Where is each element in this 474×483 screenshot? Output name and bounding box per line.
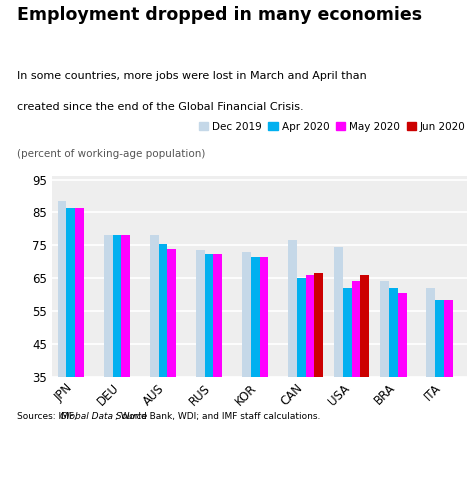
Bar bbox=[444, 299, 453, 377]
Legend: Dec 2019, Apr 2020, May 2020, Jun 2020: Dec 2019, Apr 2020, May 2020, Jun 2020 bbox=[195, 117, 470, 136]
Text: Sources: IMF,: Sources: IMF, bbox=[17, 412, 79, 421]
Bar bbox=[104, 235, 112, 377]
Bar bbox=[196, 250, 205, 377]
Text: Employment dropped in many economies: Employment dropped in many economies bbox=[17, 6, 422, 24]
Text: ; World Bank, WDI; and IMF staff calculations.: ; World Bank, WDI; and IMF staff calcula… bbox=[115, 412, 320, 421]
Bar bbox=[360, 275, 369, 377]
Text: created since the end of the Global Financial Crisis.: created since the end of the Global Fina… bbox=[17, 102, 303, 112]
Bar bbox=[426, 288, 435, 377]
Bar bbox=[205, 254, 213, 377]
Bar bbox=[213, 254, 222, 377]
Bar bbox=[380, 282, 389, 377]
Bar bbox=[259, 257, 268, 377]
Bar bbox=[167, 249, 176, 377]
Bar bbox=[251, 257, 259, 377]
Text: Global Data Source: Global Data Source bbox=[60, 412, 147, 421]
Bar bbox=[343, 288, 352, 377]
Text: In some countries, more jobs were lost in March and April than: In some countries, more jobs were lost i… bbox=[17, 71, 366, 81]
Bar bbox=[75, 208, 84, 377]
Bar bbox=[334, 247, 343, 377]
Bar bbox=[352, 282, 360, 377]
Bar bbox=[150, 235, 159, 377]
Bar bbox=[297, 278, 306, 377]
Bar bbox=[398, 293, 407, 377]
Bar bbox=[242, 252, 251, 377]
Text: (percent of working-age population): (percent of working-age population) bbox=[17, 149, 205, 159]
Bar bbox=[112, 235, 121, 377]
Bar bbox=[159, 243, 167, 377]
Bar bbox=[306, 275, 314, 377]
Bar bbox=[121, 235, 130, 377]
Bar bbox=[58, 201, 66, 377]
Text: INTERNATIONAL MONETARY FUND: INTERNATIONAL MONETARY FUND bbox=[118, 446, 356, 458]
Bar bbox=[314, 273, 323, 377]
Bar bbox=[66, 208, 75, 377]
Bar bbox=[389, 288, 398, 377]
Bar bbox=[288, 241, 297, 377]
Bar bbox=[435, 299, 444, 377]
